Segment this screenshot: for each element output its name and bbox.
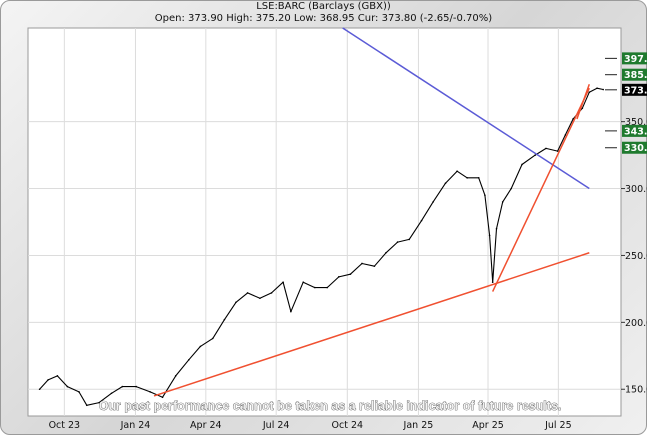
price-point (444, 182, 447, 184)
price-point (596, 87, 598, 90)
price-point (78, 391, 80, 393)
y-tick-label: 200.0 (625, 318, 647, 329)
price-point (385, 251, 387, 254)
price-point (174, 375, 177, 377)
x-tick-label: Jan 24 (120, 420, 151, 431)
price-point (466, 177, 468, 179)
series (38, 87, 605, 407)
price-point (199, 345, 202, 348)
trendline (576, 83, 591, 120)
price-point (246, 292, 249, 294)
x-tick-label: Oct 23 (49, 420, 81, 431)
price-point (302, 281, 305, 284)
trendline (491, 87, 590, 292)
grid (28, 28, 621, 416)
price-point (545, 147, 547, 150)
price-point (349, 273, 352, 275)
price-point (85, 404, 88, 407)
price-point (501, 201, 504, 203)
y-tick-label: 150.0 (625, 385, 647, 396)
price-point (373, 265, 376, 267)
price-point (556, 150, 559, 152)
price-point (110, 392, 113, 395)
price-point (396, 241, 399, 243)
price-point (259, 297, 261, 300)
price-point (572, 118, 574, 120)
price-point (270, 292, 273, 294)
price-point (98, 401, 100, 404)
price-point (56, 375, 59, 377)
price-point (510, 187, 513, 190)
price-point (564, 134, 567, 136)
price-point (290, 310, 292, 313)
price-point (338, 276, 340, 278)
price-tag-label: 397.3 (624, 54, 647, 65)
price-point (495, 227, 498, 230)
price-point (456, 170, 458, 172)
trendline (342, 27, 590, 190)
price-tag (622, 52, 647, 65)
price-point (488, 234, 491, 237)
price-point (282, 281, 284, 284)
price-point (188, 359, 190, 361)
price-tag (622, 124, 647, 137)
price-point (408, 238, 410, 241)
price-point (38, 388, 41, 391)
price-tag (622, 68, 647, 81)
price-point (581, 107, 584, 110)
x-tick-label: Jul 25 (544, 420, 572, 431)
price-point (521, 163, 523, 166)
trendline (153, 252, 590, 397)
price-point (361, 262, 363, 265)
price-point (161, 396, 164, 399)
price-point (223, 318, 226, 321)
disclaimer-text: Our past performance cannot be taken as … (99, 399, 562, 413)
price-point (211, 337, 214, 340)
x-tick-label: Jan 25 (403, 420, 434, 431)
price-point (149, 391, 151, 393)
axes: Oct 23 Jan 24 Apr 24 Jul 24 Oct 24 Jan 25 Apr … (49, 117, 647, 431)
price-tag-label: 385.1 (624, 70, 647, 81)
x-tick-label: Oct 24 (332, 420, 364, 431)
price-point (534, 154, 536, 156)
trendlines (153, 27, 591, 397)
price-tag-label: 373.8 (624, 85, 647, 96)
price-point (326, 286, 329, 289)
price-point (420, 219, 423, 222)
x-tick-label: Jul 24 (262, 420, 290, 431)
price-point (47, 379, 49, 381)
x-tick-label: Apr 24 (190, 420, 222, 431)
price-point (477, 177, 480, 179)
price-point (314, 286, 316, 289)
y-tick-label: 250.0 (625, 251, 647, 262)
price-tag (622, 83, 647, 96)
price-tag (622, 141, 647, 154)
price-point (432, 201, 434, 203)
price-point (235, 301, 237, 304)
price-point (602, 88, 605, 91)
y-tick-label: 350.0 (625, 117, 647, 128)
price-point (588, 91, 591, 94)
y-tick-label: 300.0 (625, 184, 647, 195)
price-tag-label: 343.1 (624, 126, 647, 137)
x-tick-label: Apr 25 (472, 420, 504, 431)
price-point (491, 281, 494, 284)
price-point (135, 385, 138, 388)
chart-title: LSE:BARC (Barclays (GBX)) (256, 1, 391, 12)
price-point (66, 385, 69, 388)
price-point (484, 194, 486, 197)
plot-area (27, 27, 622, 417)
chart-subtitle: Open: 373.90 High: 375.20 Low: 368.95 Cu… (154, 13, 493, 24)
price-tag-label: 330.5 (624, 143, 647, 154)
price-tags: 397.3 385.1 373.8 343.1 330.5 (605, 52, 647, 154)
price-point (121, 385, 124, 388)
